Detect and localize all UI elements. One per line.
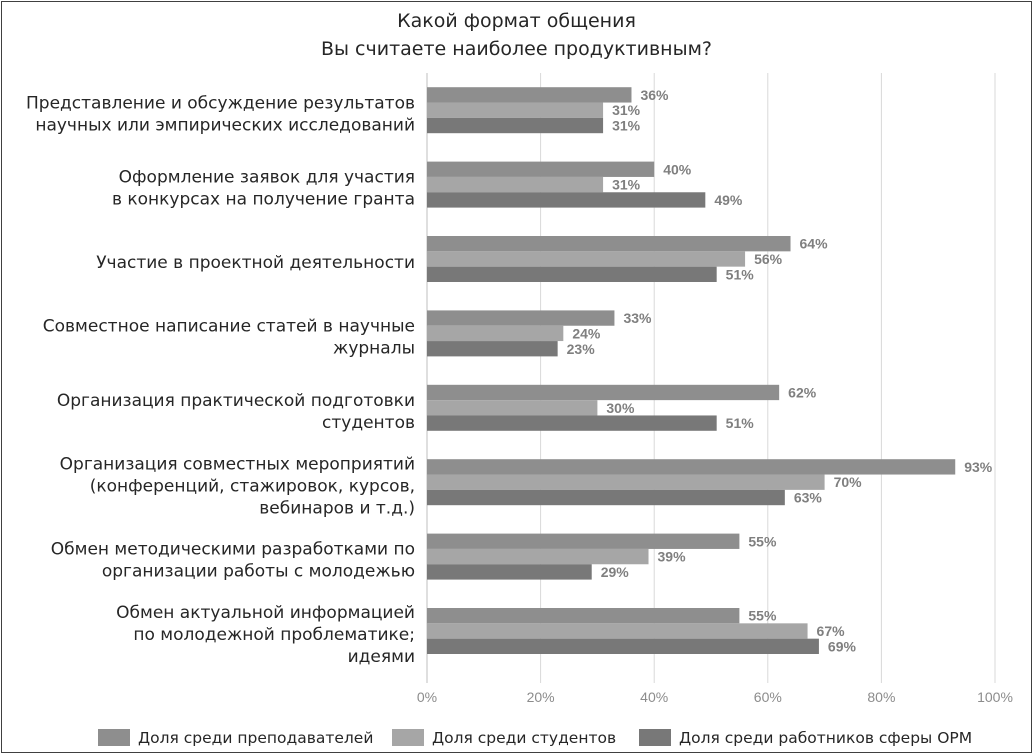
x-tick-label-40: 40% [640, 689, 668, 705]
x-tick-label-60: 60% [754, 689, 782, 705]
bar-series-1-category-3 [427, 236, 791, 252]
bar-series-3-category-7 [427, 564, 592, 580]
x-tick-label-20: 20% [527, 689, 555, 705]
data-label-series-2-category-1: 31% [612, 102, 641, 118]
bar-series-1-category-4 [427, 310, 615, 326]
category-label-line: Оформление заявок для участия [119, 168, 415, 188]
bar-series-3-category-4 [427, 341, 558, 357]
data-label-series-3-category-8: 69% [828, 638, 857, 654]
bar-series-2-category-3 [427, 251, 746, 267]
category-label-line: Организация практической подготовки [57, 391, 415, 411]
bar-series-1-category-8 [427, 608, 740, 624]
legend-swatch-3 [639, 729, 671, 746]
data-label-series-3-category-4: 23% [567, 341, 596, 357]
data-label-series-2-category-6: 70% [834, 474, 863, 490]
data-label-series-1-category-2: 40% [663, 161, 692, 177]
bar-series-1-category-5 [427, 384, 780, 401]
category-label-2: Оформление заявок для участия в конкурсах… [112, 168, 415, 210]
data-label-series-3-category-1: 31% [612, 118, 641, 134]
data-label-series-1-category-3: 64% [800, 236, 829, 252]
x-tick-label-80: 80% [867, 689, 895, 705]
x-tick-label-100: 100% [977, 689, 1013, 705]
bar-series-1-category-1 [427, 87, 632, 103]
legend-label-3: Доля среди работников сферы ОРМ [679, 729, 972, 747]
bar-series-2-category-8 [427, 623, 808, 639]
category-label-7: Обмен методическими разработками по орган… [51, 540, 415, 582]
data-label-series-1-category-4: 33% [623, 310, 652, 326]
bar-series-2-category-1 [427, 102, 604, 118]
category-label-line: по молодежной проблематике; [133, 625, 415, 645]
bar-series-3-category-3 [427, 266, 717, 282]
x-axis-tick-labels: 0% 20% 40% 60% 80% 100% [417, 689, 1013, 705]
data-label-series-1-category-8: 55% [748, 608, 777, 624]
bar-series-3-category-5 [427, 415, 717, 431]
data-label-series-2-category-8: 67% [817, 623, 846, 639]
legend-swatch-2 [392, 729, 424, 746]
category-label-line: научных или эмпирических исследований [35, 115, 415, 135]
category-label-line: Обмен актуальной информацией [116, 603, 415, 623]
category-label-1: Представление и обсуждение результатов на… [26, 93, 415, 135]
data-label-series-2-category-2: 31% [612, 177, 641, 193]
legend-item-3: Доля среди работников сферы ОРМ [639, 729, 972, 747]
category-label-line: Представление и обсуждение результатов [26, 93, 415, 113]
data-label-series-1-category-7: 55% [748, 533, 777, 549]
legend-label-1: Доля среди преподавателей [138, 729, 373, 747]
data-label-series-3-category-5: 51% [726, 415, 755, 431]
data-label-series-1-category-6: 93% [964, 459, 993, 475]
bar-series-1-category-7 [427, 533, 740, 549]
data-labels: 36%31%31%40%31%49%64%56%51%33%24%23%62%3… [567, 87, 993, 654]
data-label-series-3-category-7: 29% [601, 564, 630, 580]
legend-item-2: Доля среди студентов [392, 729, 616, 747]
category-label-line: организации работы с молодежью [102, 562, 415, 582]
category-label-8: Обмен актуальной информацией по молодежно… [116, 603, 415, 667]
category-label-line: Совместное написание статей в научные [43, 317, 415, 337]
data-label-series-2-category-4: 24% [572, 325, 601, 341]
bar-series-3-category-1 [427, 117, 604, 134]
chart-title-line: Вы считаете наиболее продуктивным? [321, 38, 712, 60]
category-label-line: вебинаров и т.д.) [259, 498, 415, 518]
chart-title: Какой формат общения Вы считаете наиболее… [321, 10, 712, 60]
category-label-line: (конференций, стажировок, курсов, [90, 476, 415, 496]
legend-item-1: Доля среди преподавателей [98, 729, 373, 747]
bar-series-2-category-2 [427, 176, 604, 193]
data-label-series-3-category-2: 49% [714, 192, 743, 208]
category-label-4: Совместное написание статей в научные жур… [43, 317, 415, 359]
bar-series-2-category-6 [427, 474, 825, 490]
data-label-series-1-category-1: 36% [640, 87, 669, 103]
category-label-line: Обмен методическими разработками по [51, 540, 415, 560]
data-label-series-2-category-7: 39% [658, 549, 687, 565]
bar-series-3-category-8 [427, 638, 819, 654]
bar-series-2-category-7 [427, 548, 649, 565]
category-label-line: студентов [322, 413, 415, 433]
data-label-series-3-category-3: 51% [726, 266, 755, 282]
data-label-series-1-category-5: 62% [788, 385, 817, 401]
bar-series-2-category-5 [427, 400, 598, 416]
category-label-3: Участие в проектной деятельности [96, 253, 415, 273]
category-label-line: журналы [333, 339, 415, 359]
legend-swatch-1 [98, 729, 130, 746]
data-label-series-3-category-6: 63% [794, 490, 823, 506]
data-label-series-2-category-3: 56% [754, 251, 783, 267]
bar-series-3-category-6 [427, 489, 785, 506]
data-label-series-2-category-5: 30% [606, 400, 635, 416]
category-label-line: идеями [348, 647, 415, 667]
bar-series-1-category-2 [427, 161, 655, 177]
category-label-6: Организация совместных мероприятий (конфе… [60, 454, 415, 518]
chart-title-line: Какой формат общения [397, 10, 636, 32]
category-label-line: Организация совместных мероприятий [60, 454, 415, 474]
category-label-line: в конкурсах на получение гранта [112, 190, 415, 210]
category-label-line: Участие в проектной деятельности [96, 253, 415, 273]
category-label-5: Организация практической подготовки студе… [57, 391, 415, 433]
bar-series-3-category-2 [427, 192, 706, 208]
legend: Доля среди преподавателей Доля среди студ… [98, 729, 972, 747]
x-tick-label-0: 0% [417, 689, 437, 705]
bar-series-2-category-4 [427, 325, 564, 342]
bars [427, 87, 956, 654]
bar-series-1-category-6 [427, 459, 956, 475]
category-labels: Представление и обсуждение результатов на… [26, 93, 415, 667]
legend-label-2: Доля среди студентов [432, 729, 616, 747]
